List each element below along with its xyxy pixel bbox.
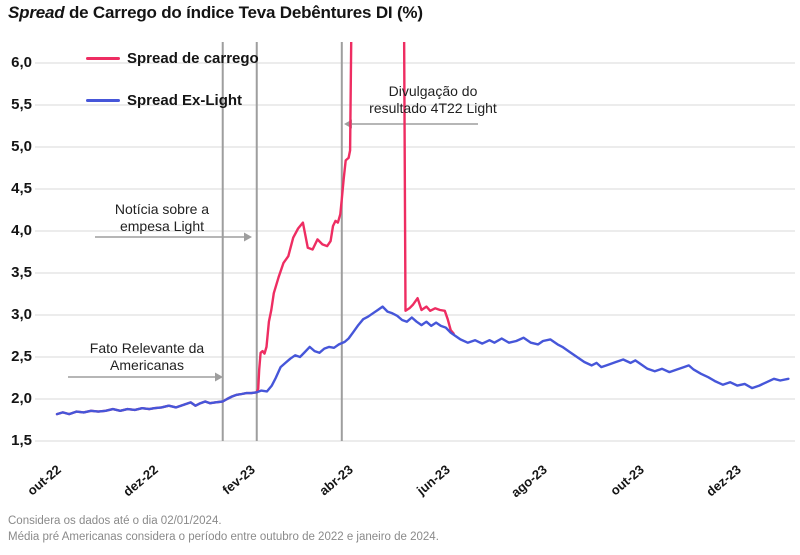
legend-label-carrego: Spread de carrego bbox=[127, 50, 259, 67]
annotation-line: Americanas bbox=[110, 357, 184, 373]
annotation-line: Divulgação do bbox=[388, 83, 478, 99]
legend-label-exlight: Spread Ex-Light bbox=[127, 92, 243, 109]
annotation-line: resultado 4T22 Light bbox=[369, 100, 497, 116]
arrow-head-icon bbox=[215, 372, 223, 382]
annotation-line: Fato Relevante da bbox=[89, 340, 205, 356]
annotation-light-news: Notícia sobre a empesa Light bbox=[93, 201, 231, 235]
y-axis-tick-label: 4,5 bbox=[11, 180, 32, 197]
footnote: Média pré Americanas considera o período… bbox=[8, 531, 439, 543]
y-axis-tick-label: 5,5 bbox=[11, 96, 32, 113]
y-axis-tick-label: 3,0 bbox=[11, 306, 32, 323]
y-axis-tick-label: 1,5 bbox=[11, 432, 32, 449]
y-axis-tick-label: 2,0 bbox=[11, 390, 32, 407]
y-axis-tick-label: 5,0 bbox=[11, 138, 32, 155]
y-axis-tick-label: 3,5 bbox=[11, 264, 32, 281]
chart-title-rest: de Carrego do índice Teva Debêntures DI … bbox=[64, 3, 423, 22]
annotation-line: Notícia sobre a bbox=[114, 201, 210, 217]
arrow-head-icon bbox=[244, 232, 252, 242]
footnote: Considera os dados até o dia 02/01/2024. bbox=[8, 515, 222, 527]
legend-item-exlight: Spread Ex-Light bbox=[86, 92, 242, 109]
legend-swatch-exlight bbox=[86, 99, 120, 102]
series-line-exlight bbox=[55, 305, 790, 416]
y-axis-tick-label: 4,0 bbox=[11, 222, 32, 239]
legend-swatch-carrego bbox=[86, 57, 120, 60]
y-axis-tick-label: 6,0 bbox=[11, 54, 32, 71]
chart-title-italic: Spread bbox=[8, 3, 65, 22]
annotation-4t22-light: Divulgação do resultado 4T22 Light bbox=[348, 83, 518, 117]
chart-title: Spread de Carrego do índice Teva Debêntu… bbox=[8, 3, 423, 23]
legend-item-carrego: Spread de carrego bbox=[86, 50, 259, 67]
annotation-line: empesa Light bbox=[119, 218, 205, 234]
y-axis-tick-label: 2,5 bbox=[11, 348, 32, 365]
annotation-americanas: Fato Relevante da Americanas bbox=[72, 340, 222, 374]
